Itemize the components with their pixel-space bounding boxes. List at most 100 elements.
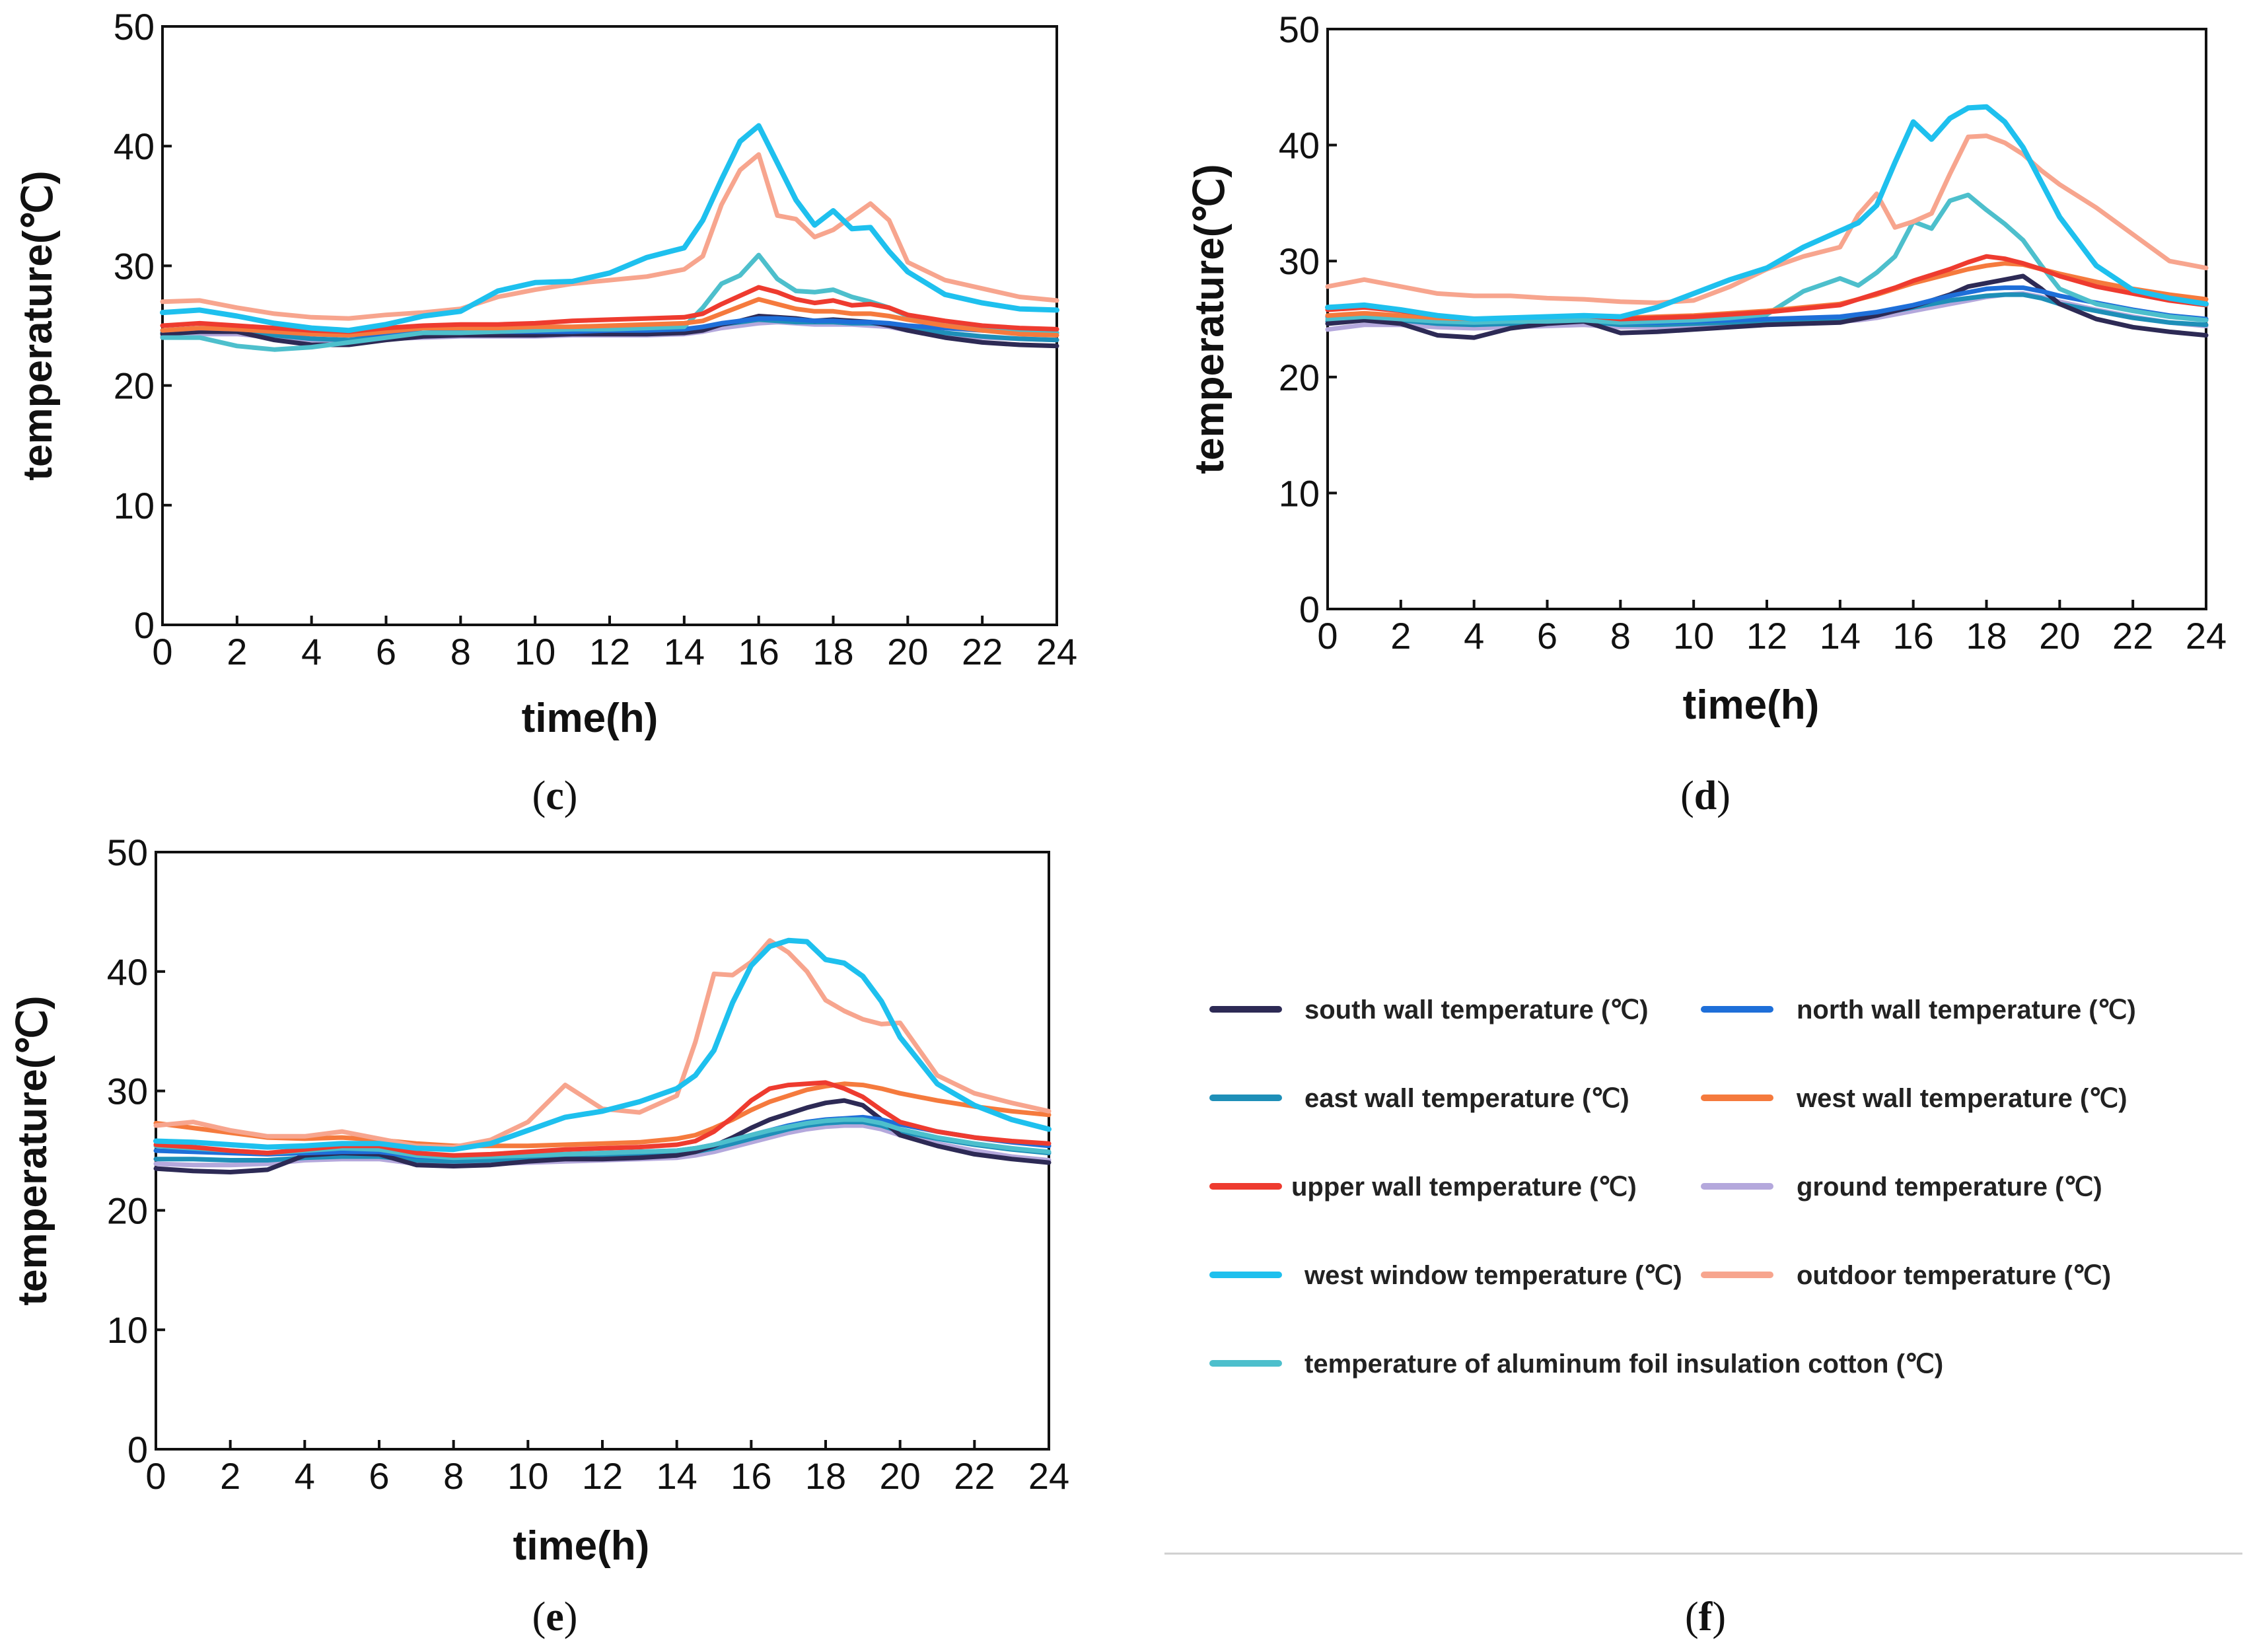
y-tick-label: 20	[107, 1190, 148, 1231]
x-tick-label: 16	[1893, 615, 1934, 657]
x-tick-label: 4	[295, 1455, 315, 1497]
x-tick-label: 2	[227, 631, 247, 672]
x-tick-label: 22	[962, 631, 1003, 672]
series-line-foil	[1325, 192, 2209, 325]
panel-letter: f	[1699, 1595, 1713, 1639]
series-line-outdoor	[1325, 133, 2209, 305]
x-tick-label: 24	[2186, 615, 2227, 657]
x-tick-label: 8	[450, 631, 471, 672]
y-axis-title: temperature(℃)	[15, 170, 61, 480]
x-tick-label: 18	[812, 631, 853, 672]
x-tick-label: 4	[1464, 615, 1484, 657]
x-tick-label: 20	[887, 631, 928, 672]
x-tick-label: 8	[1610, 615, 1631, 657]
x-tick-label: 10	[1673, 615, 1714, 657]
legend-label-upper: upper wall temperature (℃)	[1291, 1172, 1637, 1202]
x-tick-label: 18	[1966, 615, 2007, 657]
x-tick-label: 0	[145, 1455, 166, 1497]
x-tick-label: 10	[507, 1455, 548, 1497]
x-tick-label: 24	[1036, 631, 1077, 672]
y-axis-title: temperature(℃)	[1187, 164, 1233, 474]
x-tick-label: 6	[369, 1455, 389, 1497]
y-axis-ticks: 0 10 20 30 40 50	[114, 6, 172, 646]
series-line-south	[160, 314, 1059, 349]
x-tick-label: 10	[515, 631, 555, 672]
legend-label-east: east wall temperature (℃)	[1304, 1084, 1629, 1113]
y-tick-label: 50	[114, 6, 155, 48]
y-tick-label: 20	[114, 365, 155, 407]
x-axis-title: time(h)	[522, 696, 659, 741]
y-tick-label: 40	[1279, 125, 1320, 166]
x-tick-label: 20	[2039, 615, 2080, 657]
x-tick-label: 12	[582, 1455, 623, 1497]
y-tick-label: 40	[114, 126, 155, 167]
x-tick-label: 6	[376, 631, 396, 672]
x-tick-label: 14	[664, 631, 705, 672]
y-tick-label: 0	[127, 1429, 148, 1470]
x-tick-label: 8	[443, 1455, 464, 1497]
legend-label-ground: ground temperature (℃)	[1797, 1172, 2102, 1202]
series-layer	[160, 123, 1059, 352]
x-tick-label: 16	[731, 1455, 771, 1497]
series-line-window	[160, 123, 1059, 334]
x-tick-label: 12	[1746, 615, 1787, 657]
x-axis-ticks: 0 2 4 6 8 10 12 14 16 18 20 22 24	[1317, 600, 2227, 657]
series-line-foil	[153, 1117, 1052, 1161]
x-tick-label: 18	[805, 1455, 846, 1497]
x-tick-label: 22	[954, 1455, 995, 1497]
y-tick-label: 30	[114, 245, 155, 287]
series-line-outdoor	[160, 152, 1059, 321]
y-tick-label: 30	[107, 1071, 148, 1112]
legend-label-foil: temperature of aluminum foil insulation …	[1304, 1349, 1943, 1379]
y-tick-label: 50	[107, 832, 148, 873]
series-line-outdoor	[153, 938, 1052, 1150]
x-tick-label: 2	[1390, 615, 1411, 657]
legend: south wall temperature (℃) north wall tem…	[1209, 995, 2136, 1379]
series-line-window	[1325, 104, 2209, 322]
x-tick-label: 0	[152, 631, 172, 672]
panel-label-d: (d)	[1680, 773, 1731, 818]
x-tick-label: 6	[1537, 615, 1557, 657]
legend-panel-f: south wall temperature (℃) north wall tem…	[1164, 995, 2242, 1639]
panel-label-e: (e)	[532, 1595, 578, 1639]
y-axis-ticks: 0 10 20 30 40 50	[107, 832, 165, 1470]
x-axis-ticks: 0 2 4 6 8 10 12 14 16 18 20 22 24	[145, 1440, 1069, 1497]
x-tick-label: 22	[2112, 615, 2153, 657]
x-axis-title: time(h)	[513, 1523, 650, 1569]
x-tick-label: 16	[738, 631, 779, 672]
y-tick-label: 10	[114, 485, 155, 526]
x-axis-title: time(h)	[1683, 682, 1820, 728]
legend-label-west: west wall temperature (℃)	[1796, 1084, 2127, 1113]
y-tick-label: 30	[1279, 240, 1320, 282]
panel-label-f: (f)	[1685, 1595, 1726, 1639]
y-tick-label: 0	[1299, 589, 1320, 630]
y-tick-label: 0	[134, 604, 155, 646]
x-tick-label: 20	[880, 1455, 921, 1497]
x-tick-label: 4	[301, 631, 322, 672]
panel-label-c: (c)	[532, 773, 578, 818]
series-line-window	[153, 937, 1052, 1153]
series-layer	[153, 937, 1052, 1174]
x-axis-ticks: 0 2 4 6 8 10 12 14 16 18 20 22 24	[152, 616, 1077, 672]
y-tick-label: 10	[1279, 472, 1320, 514]
panel-letter: d	[1694, 773, 1717, 818]
series-layer	[1325, 104, 2209, 340]
legend-label-outdoor: outdoor temperature (℃)	[1797, 1261, 2111, 1290]
legend-label-south: south wall temperature (℃)	[1304, 995, 1649, 1024]
legend-label-window: west window temperature (℃)	[1304, 1261, 1682, 1290]
y-tick-label: 20	[1279, 357, 1320, 398]
y-axis-title: temperature(℃)	[10, 995, 55, 1305]
y-tick-label: 50	[1279, 9, 1320, 50]
x-tick-label: 14	[657, 1455, 697, 1497]
x-tick-label: 2	[220, 1455, 240, 1497]
x-tick-label: 24	[1028, 1455, 1069, 1497]
x-tick-label: 12	[589, 631, 630, 672]
series-line-ground	[153, 1123, 1052, 1168]
panel-letter: e	[546, 1595, 564, 1639]
y-tick-label: 40	[107, 951, 148, 993]
panel-letter: c	[546, 773, 564, 818]
x-tick-label: 14	[1820, 615, 1861, 657]
